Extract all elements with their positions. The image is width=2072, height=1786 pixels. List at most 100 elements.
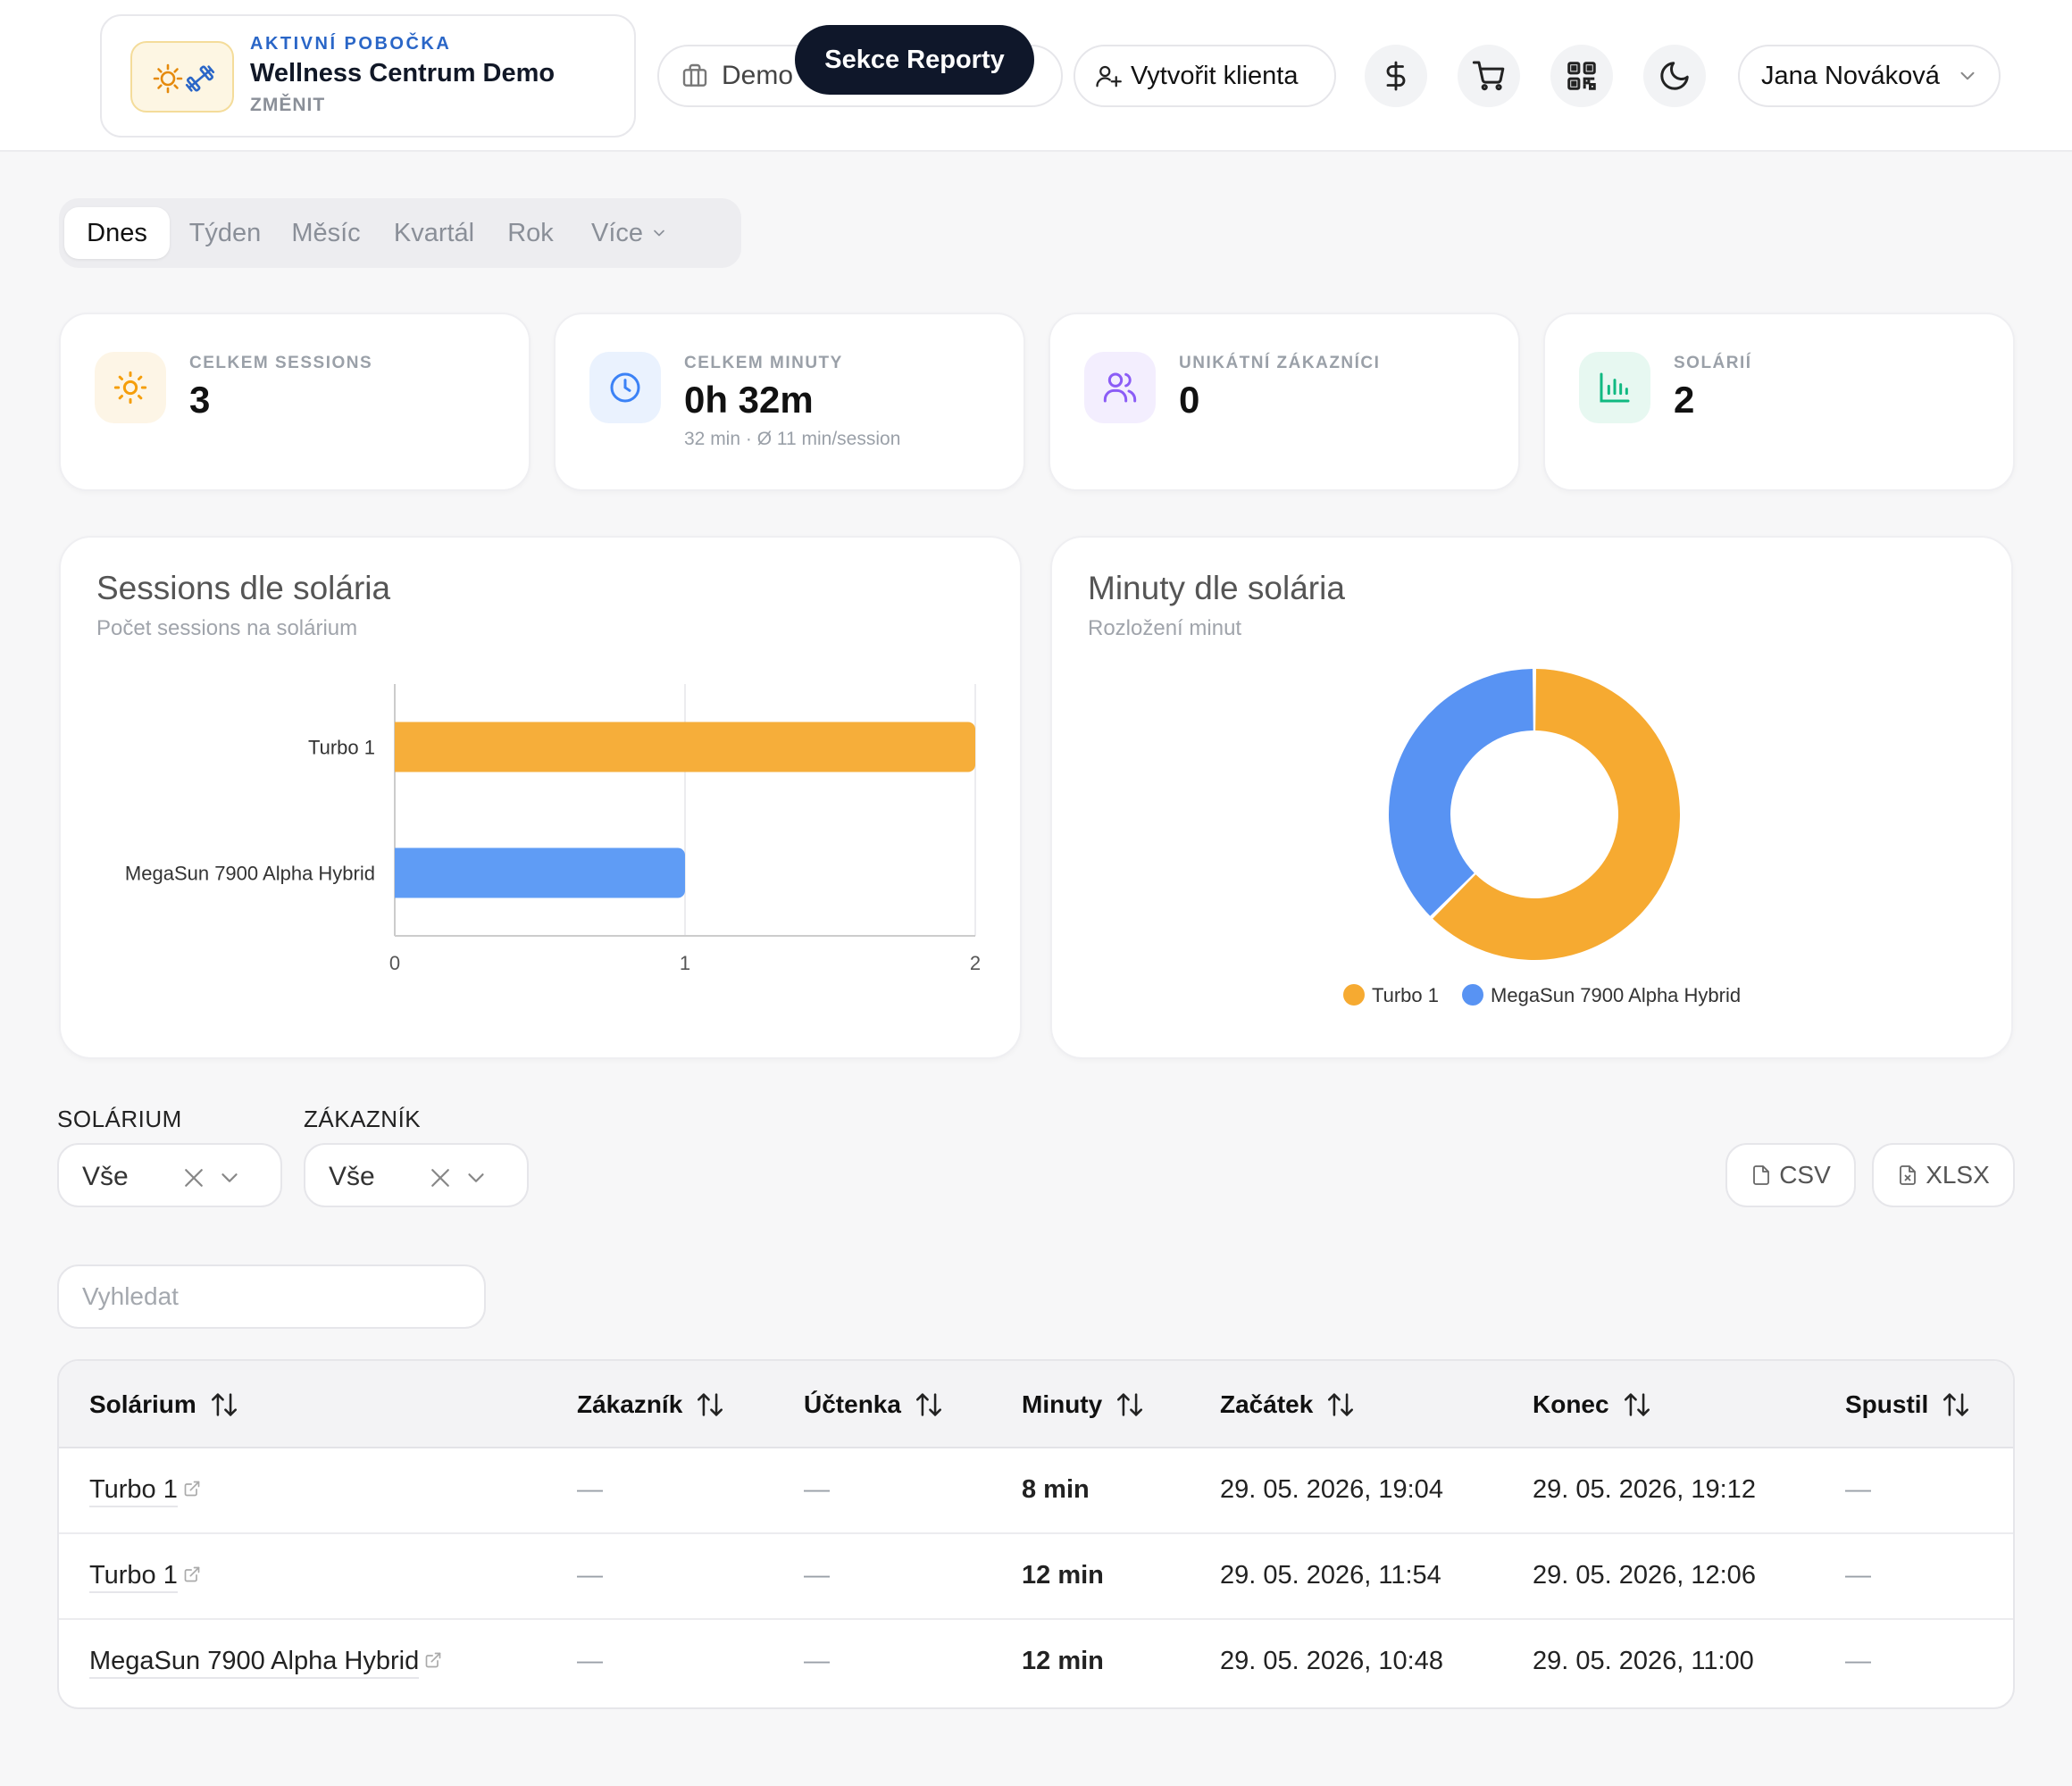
started-by-cell: — bbox=[1845, 1475, 1871, 1504]
sort-icon bbox=[1943, 1393, 1969, 1416]
branch-name: Wellness Centrum Demo bbox=[250, 59, 556, 88]
qr-button[interactable] bbox=[1550, 45, 1613, 107]
theme-toggle-button[interactable] bbox=[1643, 45, 1706, 107]
qr-code-icon bbox=[1567, 62, 1596, 90]
stat-icon-box bbox=[1579, 352, 1650, 423]
stat-icon-box bbox=[95, 352, 166, 423]
minutes-cell: 8 min bbox=[1022, 1475, 1090, 1504]
tab-quarter-label: Kvartál bbox=[393, 218, 475, 247]
tab-week-label: Týden bbox=[188, 218, 262, 247]
clock-icon bbox=[610, 372, 640, 403]
end-cell: 29. 05. 2026, 11:00 bbox=[1533, 1647, 1754, 1675]
solarium-name: Turbo 1 bbox=[89, 1561, 178, 1593]
clear-icon[interactable] bbox=[427, 1164, 454, 1191]
solarium-link[interactable]: Turbo 1 bbox=[89, 1561, 201, 1593]
dollar-icon bbox=[1386, 61, 1406, 91]
create-client-button[interactable]: Vytvořit klienta bbox=[1074, 45, 1336, 107]
export-xlsx-label: XLSX bbox=[1926, 1161, 1990, 1189]
user-name: Jana Nováková bbox=[1761, 61, 1940, 90]
stat-label: CELKEM MINUTY bbox=[684, 354, 843, 372]
tab-year[interactable]: Rok bbox=[493, 207, 568, 259]
sun-icon bbox=[113, 371, 147, 405]
column-label: Konec bbox=[1533, 1390, 1609, 1418]
chevron-down-icon bbox=[654, 230, 664, 237]
stat-label: CELKEM SESSIONS bbox=[189, 354, 373, 372]
branch-switcher[interactable]: AKTIVNÍ POBOČKA Wellness Centrum Demo ZM… bbox=[100, 14, 636, 138]
column-header-solarium[interactable]: Solárium bbox=[89, 1390, 239, 1420]
stat-card-solariums: SOLÁRIÍ 2 bbox=[1543, 313, 2015, 491]
legend-swatch bbox=[1462, 984, 1484, 1006]
sessions-bar-chart: 0 1 2 Turbo 1 MegaSun 7900 Alpha Hybrid bbox=[125, 684, 981, 974]
users-icon bbox=[1103, 372, 1137, 403]
column-header-started-by[interactable]: Spustil bbox=[1845, 1390, 1971, 1420]
solarium-select[interactable]: Vše bbox=[57, 1143, 282, 1207]
export-xlsx-button[interactable]: XLSX bbox=[1872, 1143, 2015, 1207]
export-csv-label: CSV bbox=[1779, 1161, 1831, 1189]
tab-month-label: Měsíc bbox=[291, 218, 361, 247]
customer-filter-label: ZÁKAZNÍK bbox=[304, 1106, 422, 1132]
briefcase-icon bbox=[682, 63, 707, 87]
period-tabs: Dnes Týden Měsíc Kvartál Rok Více bbox=[59, 198, 741, 268]
start-cell: 29. 05. 2026, 11:54 bbox=[1220, 1561, 1441, 1590]
user-menu[interactable]: Jana Nováková bbox=[1738, 45, 2001, 107]
cash-button[interactable] bbox=[1365, 45, 1427, 107]
stat-label: SOLÁRIÍ bbox=[1674, 354, 1752, 372]
tab-more[interactable]: Více bbox=[572, 207, 688, 259]
demo-label: Demo bbox=[722, 61, 794, 90]
end-cell: 29. 05. 2026, 12:06 bbox=[1533, 1561, 1756, 1590]
donut-slice[interactable] bbox=[1433, 669, 1680, 960]
x-tick-label: 0 bbox=[389, 952, 400, 974]
sessions-chart-card: Sessions dle solária Počet sessions na s… bbox=[59, 536, 1022, 1059]
export-csv-button[interactable]: CSV bbox=[1725, 1143, 1856, 1207]
tab-quarter[interactable]: Kvartál bbox=[379, 207, 489, 259]
chevron-down-icon bbox=[468, 1173, 484, 1182]
column-header-customer[interactable]: Zákazník bbox=[577, 1390, 725, 1420]
chart-subtitle: Počet sessions na solárium bbox=[96, 616, 358, 640]
sort-icon bbox=[698, 1393, 723, 1416]
legend-label: Turbo 1 bbox=[1372, 984, 1439, 1006]
chevron-down-icon bbox=[1960, 71, 1975, 80]
chart-title: Sessions dle solária bbox=[96, 570, 391, 606]
search-input[interactable] bbox=[57, 1264, 486, 1329]
clear-icon[interactable] bbox=[180, 1164, 207, 1191]
sort-icon bbox=[1117, 1393, 1143, 1416]
branch-caption: AKTIVNÍ POBOČKA bbox=[250, 34, 452, 54]
started-by-cell: — bbox=[1845, 1561, 1871, 1590]
column-label: Začátek bbox=[1220, 1390, 1314, 1418]
stat-value: 0 bbox=[1179, 379, 1200, 421]
column-header-start[interactable]: Začátek bbox=[1220, 1390, 1356, 1420]
minutes-donut-chart: Turbo 1 MegaSun 7900 Alpha Hybrid bbox=[1343, 669, 1741, 1006]
x-tick-label: 1 bbox=[680, 952, 690, 974]
customer-cell: — bbox=[577, 1475, 603, 1504]
customer-select[interactable]: Vše bbox=[304, 1143, 529, 1207]
solarium-link[interactable]: MegaSun 7900 Alpha Hybrid bbox=[89, 1647, 442, 1679]
donut-slice[interactable] bbox=[1389, 669, 1533, 916]
minutes-cell: 12 min bbox=[1022, 1561, 1104, 1590]
file-icon bbox=[1753, 1165, 1770, 1185]
customer-cell: — bbox=[577, 1647, 603, 1675]
tab-more-label: Více bbox=[590, 218, 644, 247]
sort-icon bbox=[1328, 1393, 1354, 1416]
tab-today[interactable]: Dnes bbox=[64, 207, 170, 259]
receipt-cell: — bbox=[804, 1561, 830, 1590]
bar[interactable] bbox=[395, 847, 685, 898]
bar[interactable] bbox=[395, 722, 975, 772]
legend-label: MegaSun 7900 Alpha Hybrid bbox=[1491, 984, 1741, 1006]
receipt-cell: — bbox=[804, 1475, 830, 1504]
change-branch-link[interactable]: ZMĚNIT bbox=[250, 95, 326, 115]
column-header-receipt[interactable]: Účtenka bbox=[804, 1390, 944, 1420]
stat-label: UNIKÁTNÍ ZÁKAZNÍCI bbox=[1179, 354, 1381, 372]
start-cell: 29. 05. 2026, 19:04 bbox=[1220, 1475, 1443, 1504]
tab-year-label: Rok bbox=[507, 218, 554, 247]
tab-week[interactable]: Týden bbox=[177, 207, 273, 259]
stat-icon-box bbox=[1084, 352, 1156, 423]
cart-button[interactable] bbox=[1458, 45, 1520, 107]
tab-month[interactable]: Měsíc bbox=[277, 207, 375, 259]
table-row: Turbo 1 — — 12 min 29. 05. 2026, 11:54 2… bbox=[59, 1534, 2013, 1620]
stat-value: 2 bbox=[1674, 379, 1695, 421]
table-header: Solárium Zákazník Účtenka Minuty Začátek… bbox=[59, 1361, 2013, 1448]
column-header-end[interactable]: Konec bbox=[1533, 1390, 1652, 1420]
solarium-link[interactable]: Turbo 1 bbox=[89, 1475, 201, 1507]
category-label: MegaSun 7900 Alpha Hybrid bbox=[125, 863, 375, 885]
column-header-minutes[interactable]: Minuty bbox=[1022, 1390, 1145, 1420]
